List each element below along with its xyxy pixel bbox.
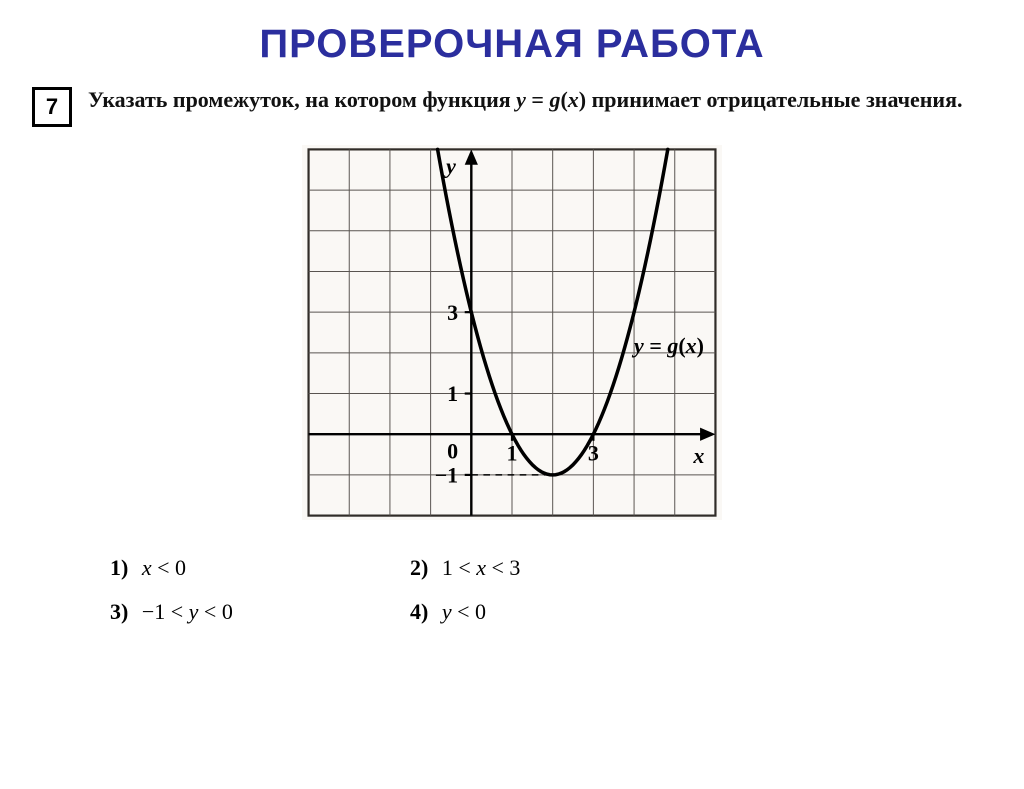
- formula-y: y: [516, 87, 526, 112]
- answers-row-2: 3) −1 < y < 0 4) y < 0: [110, 590, 1024, 634]
- svg-text:y: y: [443, 154, 456, 179]
- answer-num: 3): [110, 599, 128, 624]
- answer-var: x: [476, 555, 486, 580]
- chart-container: 13−1130xyy = g(x): [0, 145, 1024, 520]
- answer-expr-mid: < 0: [198, 599, 232, 624]
- problem-number-box: 7: [32, 87, 72, 127]
- answer-num: 4): [410, 599, 428, 624]
- svg-text:x: x: [692, 443, 704, 468]
- answer-var: y: [442, 599, 452, 624]
- answer-num: 1): [110, 555, 128, 580]
- answers-block: 1) x < 0 2) 1 < x < 3 3) −1 < y < 0 4) y…: [110, 546, 1024, 634]
- answer-3: 3) −1 < y < 0: [110, 590, 410, 634]
- answer-2: 2) 1 < x < 3: [410, 546, 710, 590]
- answer-expr-mid: < 0: [152, 555, 186, 580]
- answer-expr-before: 1 <: [442, 555, 476, 580]
- answer-var: y: [189, 599, 199, 624]
- page-title: ПРОВЕРОЧНАЯ РАБОТА: [0, 22, 1024, 67]
- svg-text:1: 1: [447, 381, 458, 406]
- problem-text-after: принимает отрицательные значения.: [586, 87, 962, 112]
- formula-g: g: [549, 87, 560, 112]
- answer-num: 2): [410, 555, 428, 580]
- formula-eq: =: [526, 87, 550, 112]
- answer-1: 1) x < 0: [110, 546, 410, 590]
- svg-text:0: 0: [447, 438, 458, 463]
- svg-text:y = g(x): y = g(x): [631, 333, 704, 358]
- answer-expr-before: −1 <: [142, 599, 189, 624]
- problem-block: 7 Указать промежуток, на котором функция…: [32, 85, 992, 127]
- formula-x: x: [568, 87, 579, 112]
- answer-4: 4) y < 0: [410, 590, 710, 634]
- formula-po: (: [560, 87, 567, 112]
- problem-text: Указать промежуток, на котором функция y…: [88, 85, 963, 115]
- answer-var: x: [142, 555, 152, 580]
- answers-row-1: 1) x < 0 2) 1 < x < 3: [110, 546, 1024, 590]
- parabola-chart: 13−1130xyy = g(x): [302, 145, 722, 520]
- answer-expr-mid: < 0: [452, 599, 486, 624]
- answer-expr-mid: < 3: [486, 555, 520, 580]
- problem-text-before: Указать промежуток, на котором функция: [88, 87, 516, 112]
- svg-text:−1: −1: [435, 463, 459, 488]
- svg-text:3: 3: [447, 300, 458, 325]
